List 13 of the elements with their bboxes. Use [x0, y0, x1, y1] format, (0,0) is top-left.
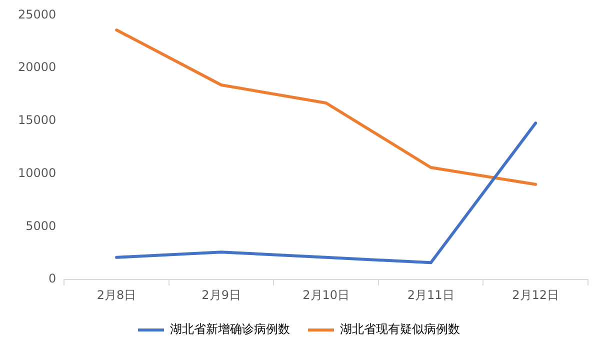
y-tick-label: 20000: [18, 60, 56, 74]
y-tick-label: 10000: [18, 166, 56, 180]
legend-label: 湖北省现有疑似病例数: [340, 322, 460, 336]
x-tick-label: 2月10日: [302, 288, 350, 302]
y-tick-label: 0: [48, 272, 56, 286]
y-tick-label: 25000: [18, 7, 56, 22]
y-tick-label: 15000: [18, 113, 56, 128]
x-tick-label: 2月11日: [407, 288, 454, 302]
x-tick-label: 2月9日: [202, 288, 241, 302]
x-tick-label: 2月12日: [512, 288, 560, 302]
y-tick-label: 5000: [26, 218, 56, 233]
x-tick-label: 2月8日: [96, 288, 136, 302]
legend-label: 湖北省新增确诊病例数: [170, 322, 290, 336]
